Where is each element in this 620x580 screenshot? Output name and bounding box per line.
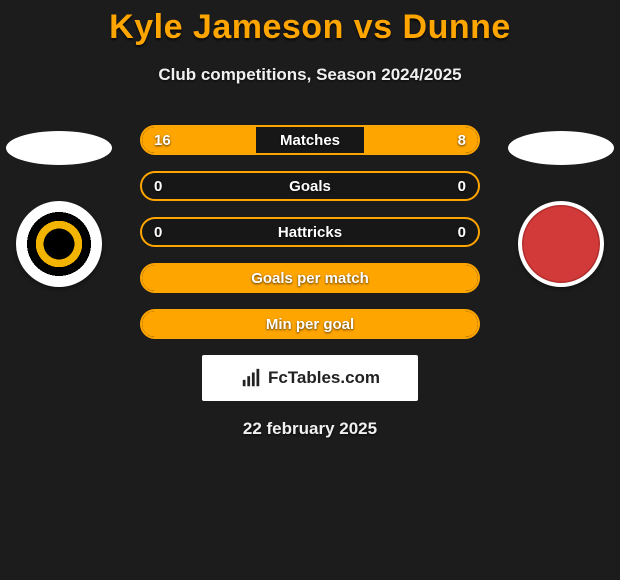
player-right-halo xyxy=(508,131,614,165)
stat-value-left: 0 xyxy=(142,224,202,241)
stat-row: 0Hattricks0 xyxy=(140,217,480,247)
stat-value-left: 0 xyxy=(142,178,202,195)
stat-label: Goals per match xyxy=(202,270,418,287)
club-badge-left xyxy=(16,201,102,287)
stat-label: Matches xyxy=(202,132,418,149)
stat-value-right: 8 xyxy=(418,132,478,149)
stat-row: 0Goals0 xyxy=(140,171,480,201)
date-text: 22 february 2025 xyxy=(0,419,620,439)
stat-label: Min per goal xyxy=(202,316,418,333)
stat-row: Goals per match xyxy=(140,263,480,293)
stat-label: Goals xyxy=(202,178,418,195)
brand-text: FcTables.com xyxy=(268,368,380,388)
stat-rows: 16Matches80Goals00Hattricks0Goals per ma… xyxy=(140,125,480,339)
stat-value-right: 0 xyxy=(418,178,478,195)
club-badge-right xyxy=(518,201,604,287)
stat-value-left: 16 xyxy=(142,132,202,149)
stat-row: Min per goal xyxy=(140,309,480,339)
player-left-halo xyxy=(6,131,112,165)
stat-label: Hattricks xyxy=(202,224,418,241)
page-title: Kyle Jameson vs Dunne xyxy=(0,0,620,47)
comparison-arena: 16Matches80Goals00Hattricks0Goals per ma… xyxy=(0,125,620,439)
stat-row: 16Matches8 xyxy=(140,125,480,155)
subtitle: Club competitions, Season 2024/2025 xyxy=(0,65,620,85)
bar-chart-icon xyxy=(240,367,262,389)
stat-value-right: 0 xyxy=(418,224,478,241)
brand-logo: FcTables.com xyxy=(202,355,418,401)
